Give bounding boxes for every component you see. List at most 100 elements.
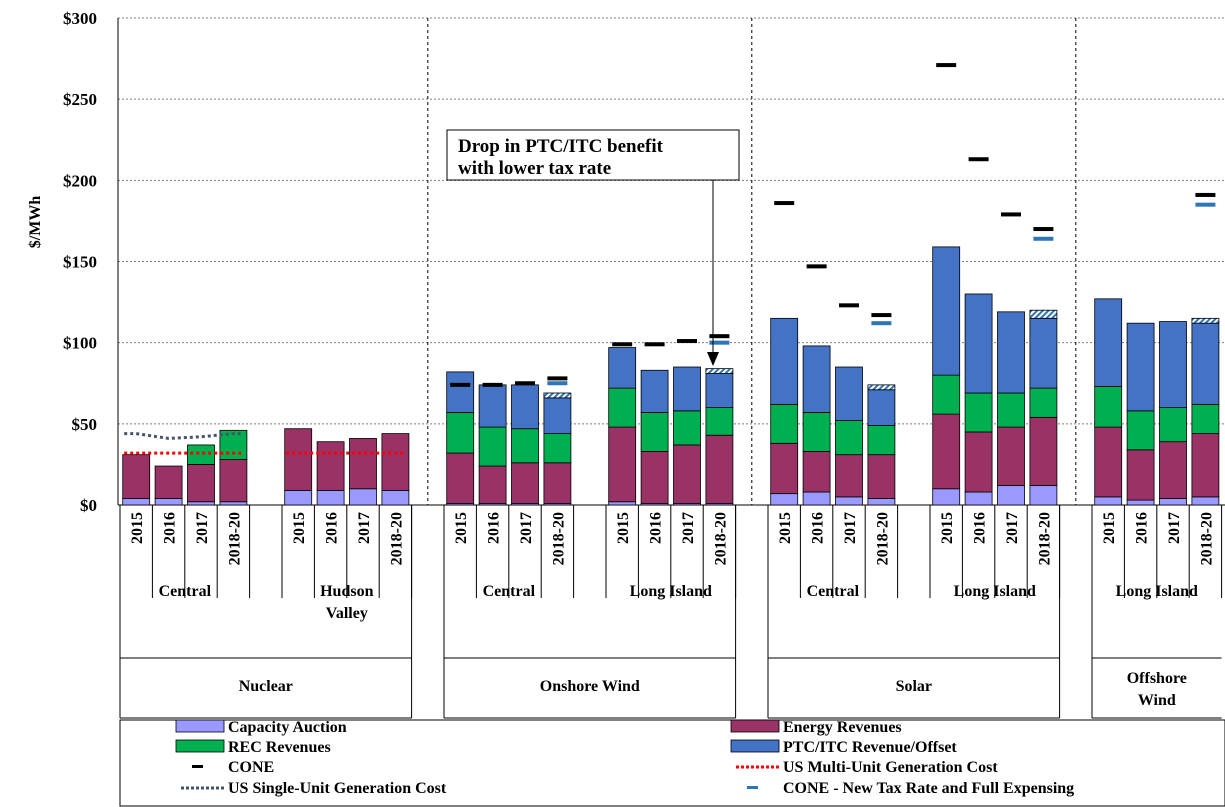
cone-marker bbox=[1001, 212, 1021, 217]
bar-segment-energy bbox=[478, 465, 507, 504]
year-label: 2018-20 bbox=[874, 512, 891, 565]
cost-lines bbox=[124, 432, 406, 455]
legend-swatch-ptc bbox=[730, 739, 780, 753]
year-label-group: 2018-20 bbox=[226, 512, 243, 565]
year-label: 2016 bbox=[486, 512, 503, 544]
bar-segment-ptc bbox=[446, 371, 475, 413]
bar-segment-energy bbox=[446, 452, 475, 504]
year-label: 2017 bbox=[1004, 512, 1021, 544]
year-label-group: 2017 bbox=[194, 512, 211, 544]
bar-segment-capacity bbox=[1029, 485, 1058, 506]
bar-segment-hatch bbox=[867, 384, 896, 391]
bar-segment-energy bbox=[802, 451, 831, 493]
year-label-group: 2016 bbox=[810, 512, 827, 544]
bar-segment-capacity bbox=[219, 501, 248, 506]
bar-segment-rec bbox=[770, 403, 799, 444]
year-label: 2016 bbox=[972, 512, 989, 544]
bar-segment-hatch bbox=[1191, 317, 1220, 324]
bar-segment-rec bbox=[802, 412, 831, 452]
year-label-group: 2015 bbox=[129, 512, 146, 544]
cone-marker bbox=[677, 339, 697, 344]
technology-label: Offshore bbox=[1127, 670, 1187, 687]
bar-segment-capacity bbox=[964, 491, 993, 506]
technology-label: Onshore Wind bbox=[540, 678, 640, 695]
year-label: 2016 bbox=[810, 512, 827, 544]
bar-segment-capacity bbox=[187, 501, 215, 506]
bar-segment-capacity bbox=[381, 489, 410, 506]
zone-label: Central bbox=[483, 583, 536, 600]
zone-label: Hudson bbox=[320, 583, 373, 600]
cone-marker bbox=[871, 313, 892, 318]
bar-segment-capacity bbox=[802, 491, 831, 506]
bar-segment-rec bbox=[1191, 403, 1220, 434]
technology-label: Nuclear bbox=[239, 678, 293, 695]
zone-label: Central bbox=[807, 583, 860, 600]
legend-swatch-capacity bbox=[175, 719, 225, 733]
bar-segment-ptc bbox=[932, 246, 961, 376]
cone-marker bbox=[774, 201, 795, 206]
year-label: 2016 bbox=[162, 512, 179, 544]
bar-segment-ptc bbox=[705, 373, 734, 409]
cone-marker bbox=[936, 63, 957, 68]
bar-segment-capacity bbox=[122, 498, 151, 506]
year-label: 2017 bbox=[194, 512, 211, 544]
bar-segment-rec bbox=[187, 444, 215, 465]
bar-segment-capacity bbox=[770, 493, 799, 506]
bar-segment-hatch bbox=[1029, 309, 1058, 319]
year-label: 2015 bbox=[939, 512, 956, 544]
bar-segment-energy bbox=[511, 462, 539, 504]
y-tick-label: $250 bbox=[63, 90, 97, 109]
year-label: 2017 bbox=[680, 512, 697, 544]
bar-segment-energy bbox=[1029, 416, 1058, 486]
bar-segment-energy bbox=[932, 413, 961, 490]
legend-label-rec: REC Revenues bbox=[228, 739, 331, 756]
annotation-line-2: with lower tax rate bbox=[458, 158, 611, 179]
bar-segment-capacity bbox=[932, 488, 961, 506]
cone-marker bbox=[450, 382, 471, 387]
bar-segment-ptc bbox=[997, 311, 1025, 394]
year-label-group: 2016 bbox=[324, 512, 341, 544]
bar-segment-energy bbox=[349, 438, 377, 490]
year-label: 2015 bbox=[453, 512, 470, 544]
bar-segment-ptc bbox=[608, 347, 637, 389]
year-label: 2016 bbox=[648, 512, 665, 544]
year-label-group: 2017 bbox=[680, 512, 697, 544]
bar-segment-rec bbox=[1159, 407, 1187, 443]
year-label: 2018-20 bbox=[388, 512, 405, 565]
year-label: 2018-20 bbox=[226, 512, 243, 565]
bar-segment-ptc bbox=[770, 317, 799, 405]
y-tick-label: $100 bbox=[63, 334, 97, 353]
zone-label: Long Island bbox=[1116, 583, 1198, 600]
bar-segment-ptc bbox=[835, 366, 863, 421]
bar-segment-ptc bbox=[640, 369, 669, 413]
bar-segment-energy bbox=[316, 441, 345, 491]
bar-segment-energy bbox=[673, 444, 701, 504]
bar-segment-energy bbox=[154, 465, 183, 499]
bar-segment-rec bbox=[446, 412, 475, 454]
year-label-group: 2017 bbox=[356, 512, 373, 544]
bar-segment-rec bbox=[997, 392, 1025, 428]
legend-label-us_multi: US Multi-Unit Generation Cost bbox=[783, 759, 998, 776]
bar-segment-energy bbox=[1159, 441, 1187, 499]
legend-label-us_single: US Single-Unit Generation Cost bbox=[228, 780, 447, 797]
cone-marker bbox=[644, 342, 665, 347]
legend-swatch-cone_new bbox=[747, 786, 758, 789]
cone-marker bbox=[547, 376, 568, 381]
bar-segment-energy bbox=[608, 426, 637, 503]
bar-segment-rec bbox=[219, 429, 248, 460]
legend-swatch-rec bbox=[175, 739, 225, 753]
cone-new-marker bbox=[1033, 236, 1054, 241]
bar-segment-energy bbox=[381, 433, 410, 491]
bar-segment-rec bbox=[835, 420, 863, 456]
bar-segment-rec bbox=[867, 425, 896, 456]
bar-segment-energy bbox=[705, 434, 734, 504]
legend-swatch-energy bbox=[730, 719, 780, 733]
bar-segment-ptc bbox=[964, 293, 993, 394]
bar-segment-rec bbox=[640, 412, 669, 452]
bar-segment-capacity bbox=[608, 501, 637, 506]
legend-label-cone_new: CONE - New Tax Rate and Full Expensing bbox=[783, 780, 1074, 797]
year-label-group: 2016 bbox=[972, 512, 989, 544]
year-label-group: 2018-20 bbox=[550, 512, 567, 565]
zone-label: Central bbox=[159, 583, 212, 600]
bar-segment-rec bbox=[932, 374, 961, 415]
